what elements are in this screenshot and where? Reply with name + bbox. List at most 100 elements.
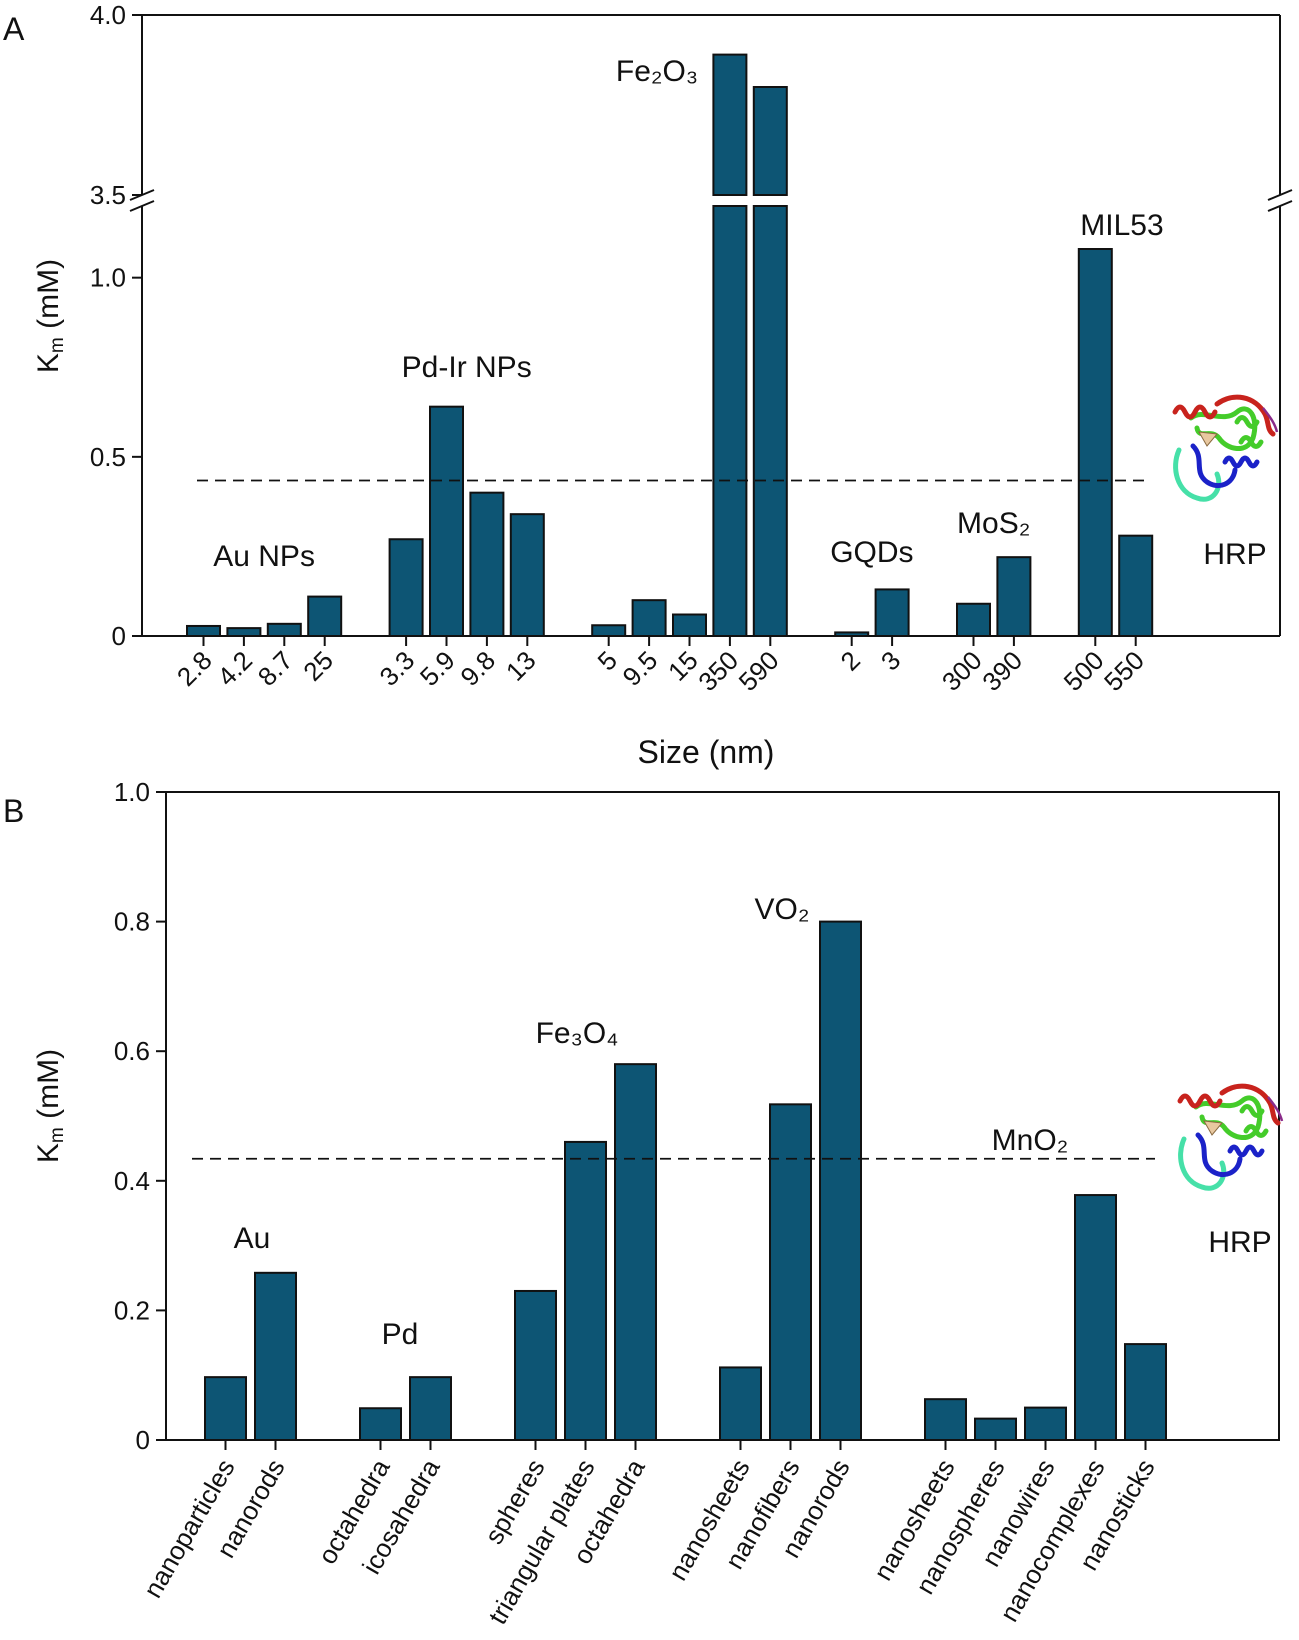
bar [1118,534,1154,638]
group-label: MIL53 [1080,209,1163,242]
group-label: Pd [382,1318,419,1351]
hrp-loop-red [1214,394,1276,437]
y-tick-label: 4.0 [90,0,126,30]
hrp-coil-green [1239,1104,1269,1138]
reference-label: HRP [1203,538,1266,571]
group-label: MoS₂ [957,507,1030,540]
bar [469,491,505,637]
hrp-heme [1198,431,1218,447]
y-tick-label: 0.4 [114,1166,150,1196]
bar [591,624,627,637]
bar [204,1376,247,1442]
hrp-loop-magenta [1262,407,1279,433]
y-tick-label: 0.2 [114,1295,150,1325]
hrp-structure-icon [1172,394,1279,502]
x-tick-label: 8.7 [252,645,299,692]
x-axis-title: Size (nm) [638,734,775,770]
bar-upper-segment [752,86,788,196]
bar [974,1417,1017,1441]
bar-upper-segment [712,53,748,196]
x-tick-label: 9.8 [454,645,501,692]
bar [359,1407,402,1442]
group-label: VO₂ [755,893,810,926]
hrp-loop-red [1219,1083,1281,1126]
bar [266,622,302,637]
bar [226,627,262,637]
bar [924,1398,967,1442]
bar [1124,1343,1167,1441]
bar [631,599,667,638]
y-tick-label: 3.5 [90,180,126,210]
bar-lower-segment [712,205,748,637]
hrp-helix-blue [1190,443,1238,488]
y-tick-label: 0 [112,621,126,651]
bar [672,613,707,637]
bar [388,538,424,637]
bar [614,1063,657,1442]
y-tick-label: 0.5 [90,442,126,472]
bar [254,1271,297,1442]
hrp-helix-blue [1195,1132,1243,1177]
x-tick-label: 2 [834,645,865,676]
x-tick-label: 4.2 [211,645,258,692]
bar [956,602,991,637]
y-axis-title: Km (mM) [32,1049,68,1163]
panel-a-letter: A [3,11,25,47]
bar [564,1140,607,1442]
group-label: Fe₃O₄ [536,1017,619,1050]
panel-a-chart: 00.51.03.54.02.84.28.725 3.35.99.813 59.51… [32,0,1293,770]
group-label: Pd-Ir NPs [402,351,532,384]
x-tick-label: 390 [976,645,1028,697]
bar [874,588,910,638]
bar [719,1366,762,1441]
axis-break-mark [1267,189,1293,201]
hrp-helix-green [1188,406,1258,451]
bar [1077,248,1113,637]
hrp-coil-green [1234,415,1264,449]
y-tick-label: 1.0 [114,777,150,807]
x-tick-label: 3.3 [374,645,421,692]
bar [1024,1406,1067,1441]
y-tick-label: 0.8 [114,907,150,937]
x-tick-label: 550 [1098,645,1150,697]
y-tick-label: 0.6 [114,1036,150,1066]
hrp-helix-green [1193,1095,1263,1140]
y-tick-label: 1.0 [90,263,126,293]
x-tick-label: 3 [875,645,906,676]
group-label: Au NPs [213,540,315,573]
x-tick-label: 5.9 [414,645,461,692]
hrp-coil-red [1177,1093,1223,1109]
bar [307,595,343,637]
x-tick-label: 2.8 [171,645,218,692]
bar [429,405,464,637]
axis-break-mark [129,200,155,212]
reference-label: HRP [1208,1226,1271,1259]
y-tick-label: 0 [136,1425,150,1455]
x-tick-label: 13 [500,645,542,687]
hrp-coil-red [1172,404,1218,420]
bar-lower-segment [752,205,788,637]
group-label: GQDs [830,536,913,569]
bar [186,624,221,638]
hrp-heme [1203,1120,1223,1136]
hrp-coil-blue [1222,455,1260,469]
bar [996,556,1032,638]
y-axis-title: Km (mM) [32,259,68,373]
bar [514,1289,557,1441]
bar [509,513,545,638]
bar [409,1376,452,1442]
group-label: MnO₂ [992,1124,1069,1157]
bar [769,1103,812,1442]
x-tick-label: 9.5 [617,645,664,692]
group-label: Fe₂O₃ [616,55,698,88]
bar [1074,1194,1117,1442]
hrp-structure-icon [1177,1083,1284,1191]
panel-b-letter: B [3,793,24,829]
hrp-coil-blue [1227,1144,1265,1158]
axis-break-mark [1267,200,1293,212]
x-tick-label: 590 [733,645,785,697]
group-label: Au [234,1222,271,1255]
hrp-loop-magenta [1267,1096,1284,1122]
